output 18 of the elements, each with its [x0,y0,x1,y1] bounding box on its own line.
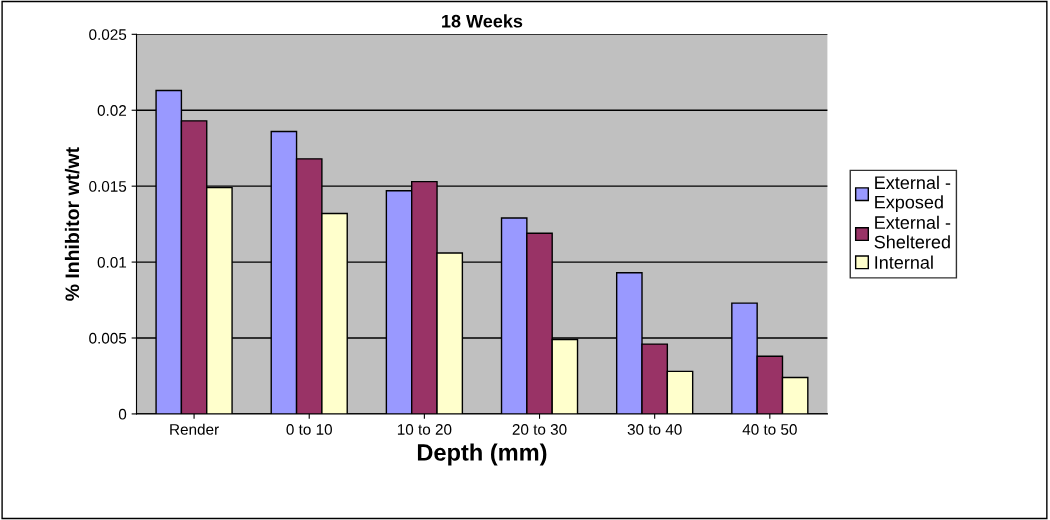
x-axis-title: Depth (mm) [417,443,547,466]
y-tick-label: 0.025 [89,29,127,41]
y-tick-label: 0.015 [89,181,127,192]
chart-title: 18 Weeks [442,14,523,28]
legend-label: External - Exposed [875,175,951,213]
x-tick-label: 40 to 50 [742,424,797,435]
legend-label: Internal [875,255,933,269]
y-tick-label: 0.01 [97,256,127,268]
x-tick-label: 10 to 20 [397,424,452,435]
y-tick-label: 0.02 [97,105,127,116]
legend-label: External - Sheltered [874,215,951,249]
y-tick-label: 0.005 [89,332,127,344]
x-tick-label: 0 to 10 [286,424,332,435]
x-tick-label: Render [170,423,219,435]
y-axis-title: % Inhibitor wt/wt [64,147,80,301]
y-tick-label: 0 [118,408,127,420]
x-tick-label: 20 to 30 [512,424,567,435]
x-tick-label: 30 to 40 [627,424,682,435]
